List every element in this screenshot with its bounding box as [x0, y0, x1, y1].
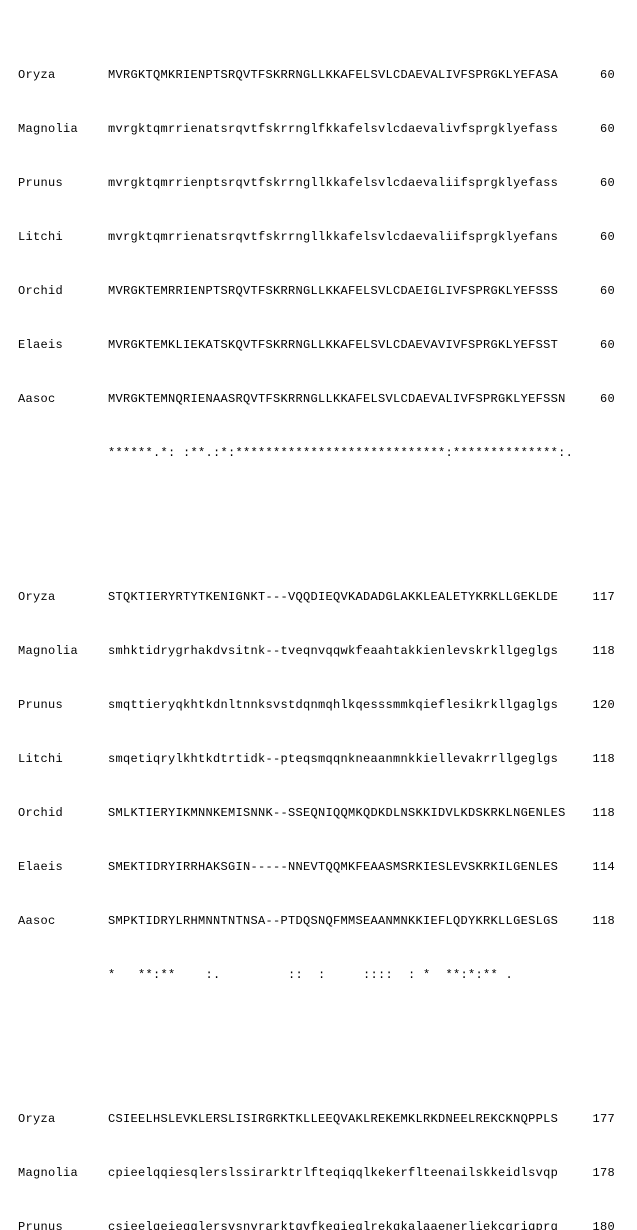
end-position: 118	[548, 750, 615, 768]
alignment-row: OryzaCSIEELHSLEVKLERSLISIRGRKTKLLEEQVAKL…	[18, 1110, 623, 1128]
species-label: Prunus	[18, 696, 108, 714]
end-position: 117	[548, 588, 615, 606]
species-label: Aasoc	[18, 912, 108, 930]
end-position: 60	[548, 66, 615, 84]
end-position: 114	[548, 858, 615, 876]
species-label: Magnolia	[18, 120, 108, 138]
alignment-row: ElaeisMVRGKTEMKLIEKATSKQVTFSKRRNGLLKKAFE…	[18, 336, 623, 354]
end-position: 118	[548, 912, 615, 930]
species-label: Magnolia	[18, 642, 108, 660]
species-label: Aasoc	[18, 390, 108, 408]
block-gap	[18, 1020, 623, 1038]
alignment-row: AasocSMPKTIDRYLRHMNNTNTNSA--PTDQSNQFMMSE…	[18, 912, 623, 930]
sequence: SMLKTIERYIKMNNKEMISNNK--SSEQNIQQMKQDKDLN…	[108, 804, 548, 822]
consensus-row: ******.*: :**.:*:***********************…	[18, 444, 623, 462]
alignment-row: Magnoliacpieelqqiesqlerslssirarktrlfteqi…	[18, 1164, 623, 1182]
sequence: mvrgktqmrrienatsrqvtfskrrngllkkafelsvlcd…	[108, 228, 548, 246]
species-label: Elaeis	[18, 336, 108, 354]
consensus: ******.*: :**.:*:***********************…	[108, 444, 548, 462]
alignment-row: Prunuscsieelqeieqqlersvsnvrarktqvfkeqieq…	[18, 1218, 623, 1230]
species-label: Oryza	[18, 588, 108, 606]
species-label: Prunus	[18, 1218, 108, 1230]
alignment-view: OryzaMVRGKTQMKRIENPTSRQVTFSKRRNGLLKKAFEL…	[0, 0, 637, 1230]
alignment-row: Prunussmqttieryqkhtkdnltnnksvstdqnmqhlkq…	[18, 696, 623, 714]
species-label: Elaeis	[18, 858, 108, 876]
alignment-row: OryzaMVRGKTQMKRIENPTSRQVTFSKRRNGLLKKAFEL…	[18, 66, 623, 84]
alignment-row: OrchidMVRGKTEMRRIENPTSRQVTFSKRRNGLLKKAFE…	[18, 282, 623, 300]
sequence: MVRGKTEMNQRIENAASRQVTFSKRRNGLLKKAFELSVLC…	[108, 390, 548, 408]
sequence: CSIEELHSLEVKLERSLISIRGRKTKLLEEQVAKLREKEM…	[108, 1110, 548, 1128]
species-label: Litchi	[18, 228, 108, 246]
sequence: MVRGKTQMKRIENPTSRQVTFSKRRNGLLKKAFELSVLCD…	[108, 66, 548, 84]
end-position: 60	[548, 282, 615, 300]
alignment-row: Litchimvrgktqmrrienatsrqvtfskrrngllkkafe…	[18, 228, 623, 246]
end-position: 178	[548, 1164, 615, 1182]
sequence: SMPKTIDRYLRHMNNTNTNSA--PTDQSNQFMMSEAANMN…	[108, 912, 548, 930]
block-gap	[18, 498, 623, 516]
alignment-row: OryzaSTQKTIERYRTYTKENIGNKT---VQQDIEQVKAD…	[18, 588, 623, 606]
species-label: Oryza	[18, 1110, 108, 1128]
species-label: Magnolia	[18, 1164, 108, 1182]
sequence: smqttieryqkhtkdnltnnksvstdqnmqhlkqesssmm…	[108, 696, 548, 714]
end-position: 60	[548, 174, 615, 192]
sequence: cpieelqqiesqlerslssirarktrlfteqiqqlkeker…	[108, 1164, 548, 1182]
alignment-row: Prunusmvrgktqmrrienptsrqvtfskrrngllkkafe…	[18, 174, 623, 192]
species-label: Prunus	[18, 174, 108, 192]
sequence: MVRGKTEMRRIENPTSRQVTFSKRRNGLLKKAFELSVLCD…	[108, 282, 548, 300]
species-label: Oryza	[18, 66, 108, 84]
alignment-row: AasocMVRGKTEMNQRIENAASRQVTFSKRRNGLLKKAFE…	[18, 390, 623, 408]
sequence: csieelqeieqqlersvsnvrarktqvfkeqieqlrekgk…	[108, 1218, 548, 1230]
species-label	[18, 966, 108, 984]
end-position: 60	[548, 390, 615, 408]
sequence: mvrgktqmrrienatsrqvtfskrrnglfkkafelsvlcd…	[108, 120, 548, 138]
species-label	[18, 444, 108, 462]
sequence: SMEKTIDRYIRRHAKSGIN-----NNEVTQQMKFEAASMS…	[108, 858, 548, 876]
end-position: 60	[548, 120, 615, 138]
end-position: 180	[548, 1218, 615, 1230]
end-position: 60	[548, 336, 615, 354]
alignment-row: ElaeisSMEKTIDRYIRRHAKSGIN-----NNEVTQQMKF…	[18, 858, 623, 876]
alignment-row: OrchidSMLKTIERYIKMNNKEMISNNK--SSEQNIQQMK…	[18, 804, 623, 822]
sequence: smqetiqrylkhtkdtrtidk--pteqsmqqnkneaanmn…	[108, 750, 548, 768]
sequence: mvrgktqmrrienptsrqvtfskrrngllkkafelsvlcd…	[108, 174, 548, 192]
end-position: 120	[548, 696, 615, 714]
end-position: 118	[548, 642, 615, 660]
sequence: smhktidrygrhakdvsitnk--tveqnvqqwkfeaahta…	[108, 642, 548, 660]
species-label: Litchi	[18, 750, 108, 768]
species-label: Orchid	[18, 282, 108, 300]
alignment-row: Magnoliasmhktidrygrhakdvsitnk--tveqnvqqw…	[18, 642, 623, 660]
end-position: 118	[548, 804, 615, 822]
alignment-row: Magnoliamvrgktqmrrienatsrqvtfskrrnglfkka…	[18, 120, 623, 138]
end-position: 60	[548, 228, 615, 246]
consensus: * **:** :. :: : :::: : * **:*:** .	[108, 966, 548, 984]
consensus-row: * **:** :. :: : :::: : * **:*:** .	[18, 966, 623, 984]
species-label: Orchid	[18, 804, 108, 822]
sequence: STQKTIERYRTYTKENIGNKT---VQQDIEQVKADADGLA…	[108, 588, 548, 606]
sequence: MVRGKTEMKLIEKATSKQVTFSKRRNGLLKKAFELSVLCD…	[108, 336, 548, 354]
end-position: 177	[548, 1110, 615, 1128]
alignment-row: Litchismqetiqrylkhtkdtrtidk--pteqsmqqnkn…	[18, 750, 623, 768]
